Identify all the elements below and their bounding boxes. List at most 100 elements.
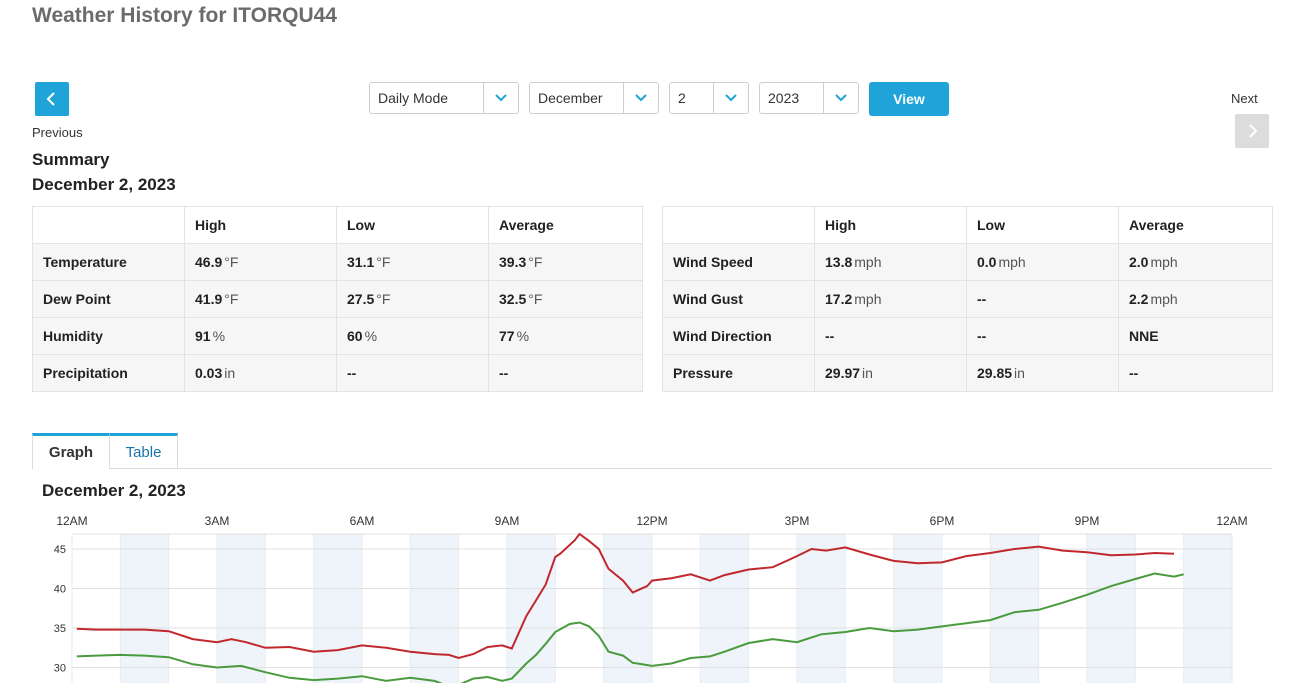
hour-band bbox=[1087, 534, 1136, 683]
cell-value: 13.8 bbox=[825, 254, 853, 270]
x-tick-label: 12PM bbox=[636, 514, 667, 528]
cell-value: 2.2 bbox=[1129, 291, 1149, 307]
chevron-down-icon bbox=[835, 94, 847, 102]
hour-band bbox=[990, 534, 1039, 683]
cell-value: 27.5 bbox=[347, 291, 375, 307]
summary-header: Low bbox=[336, 206, 489, 244]
year-select[interactable]: 2023 bbox=[759, 82, 859, 114]
hour-band bbox=[1183, 534, 1232, 683]
cell-value: -- bbox=[825, 328, 835, 344]
cell-unit: °F bbox=[376, 291, 391, 307]
cell-value: -- bbox=[499, 365, 509, 381]
tab-table[interactable]: Table bbox=[109, 433, 178, 468]
hour-band bbox=[313, 534, 362, 683]
cell-high: 17.2 mph bbox=[814, 280, 967, 318]
year-select-value: 2023 bbox=[768, 90, 800, 106]
table-row: Humidity 91% 60% 77% bbox=[32, 317, 643, 355]
cell-unit: °F bbox=[376, 254, 391, 270]
day-select-value: 2 bbox=[678, 90, 686, 106]
cell-low: 60% bbox=[336, 317, 489, 355]
summary-header bbox=[32, 206, 185, 244]
cell-low: -- bbox=[336, 354, 489, 392]
chevron-down-icon bbox=[495, 94, 507, 102]
cell-value: 17.2 bbox=[825, 291, 853, 307]
hour-band bbox=[217, 534, 266, 683]
hour-band bbox=[410, 534, 459, 683]
cell-value: -- bbox=[977, 291, 987, 307]
day-select[interactable]: 2 bbox=[669, 82, 749, 114]
cell-value: 32.5 bbox=[499, 291, 527, 307]
cell-unit: mph bbox=[854, 291, 882, 307]
month-select-value: December bbox=[538, 90, 603, 106]
row-label: Pressure bbox=[662, 354, 815, 392]
cell-high: -- bbox=[814, 317, 967, 355]
previous-button[interactable] bbox=[35, 82, 69, 116]
cell-unit: °F bbox=[528, 254, 543, 270]
chevron-left-icon bbox=[46, 92, 55, 106]
cell-value: -- bbox=[977, 328, 987, 344]
x-tick-label: 6PM bbox=[930, 514, 955, 528]
table-row: Wind Gust 17.2 mph -- 2.2 mph bbox=[662, 280, 1273, 318]
cell-value: 39.3 bbox=[499, 254, 527, 270]
hour-band bbox=[603, 534, 652, 683]
cell-low: -- bbox=[966, 280, 1119, 318]
mode-select[interactable]: Daily Mode bbox=[369, 82, 519, 114]
cell-unit: in bbox=[1014, 365, 1025, 381]
month-select[interactable]: December bbox=[529, 82, 659, 114]
x-tick-label: 3AM bbox=[205, 514, 230, 528]
cell-unit: °F bbox=[224, 254, 239, 270]
tab-graph[interactable]: Graph bbox=[32, 433, 110, 469]
row-label: Wind Gust bbox=[662, 280, 815, 318]
summary-header bbox=[662, 206, 815, 244]
previous-label[interactable]: Previous bbox=[32, 125, 83, 140]
cell-high: 13.8 mph bbox=[814, 243, 967, 281]
y-tick-label: 40 bbox=[54, 584, 66, 596]
cell-value: 29.97 bbox=[825, 365, 861, 381]
hour-band bbox=[700, 534, 749, 683]
cell-avg: 2.0 mph bbox=[1118, 243, 1273, 281]
cell-unit: mph bbox=[1150, 254, 1178, 270]
cell-low: 31.1 °F bbox=[336, 243, 489, 281]
dew_point-line bbox=[76, 572, 1184, 683]
cell-unit: % bbox=[516, 328, 530, 344]
table-row: Precipitation 0.03 in -- -- bbox=[32, 354, 643, 392]
row-label: Wind Direction bbox=[662, 317, 815, 355]
cell-unit: in bbox=[224, 365, 236, 381]
cell-unit: mph bbox=[854, 254, 882, 270]
y-tick-label: 35 bbox=[54, 623, 66, 635]
cell-value: NNE bbox=[1129, 328, 1159, 344]
cell-avg: NNE bbox=[1118, 317, 1273, 355]
x-tick-label: 12AM bbox=[1216, 514, 1247, 528]
summary-date: December 2, 2023 bbox=[32, 175, 176, 194]
hour-band bbox=[893, 534, 942, 683]
row-label: Precipitation bbox=[32, 354, 185, 392]
summary-table-wind: High Low Average Wind Speed 13.8 mph 0.0 mph 2.0… bbox=[662, 206, 1273, 392]
cell-high: 41.9 °F bbox=[184, 280, 337, 318]
cell-high: 29.97 in bbox=[814, 354, 967, 392]
view-tabs: Graph Table bbox=[32, 433, 1272, 469]
chevron-down-icon bbox=[635, 94, 647, 102]
table-row: Pressure 29.97 in 29.85 in -- bbox=[662, 354, 1273, 392]
next-label[interactable]: Next bbox=[1231, 91, 1258, 106]
cell-avg: -- bbox=[488, 354, 643, 392]
cell-unit: mph bbox=[1150, 291, 1178, 307]
cell-avg: -- bbox=[1118, 354, 1273, 392]
cell-unit: in bbox=[862, 365, 873, 381]
next-button[interactable] bbox=[1235, 114, 1269, 148]
table-row: Wind Direction -- -- NNE bbox=[662, 317, 1273, 355]
x-tick-label: 3PM bbox=[785, 514, 810, 528]
view-button[interactable]: View bbox=[869, 82, 949, 116]
hour-band bbox=[120, 534, 169, 683]
y-tick-label: 45 bbox=[54, 544, 66, 556]
cell-value: 91 bbox=[195, 328, 211, 344]
cell-value: -- bbox=[347, 365, 357, 381]
cell-value: 0.03 bbox=[195, 365, 223, 381]
cell-value: 41.9 bbox=[195, 291, 223, 307]
x-tick-label: 9AM bbox=[495, 514, 520, 528]
x-tick-label: 9PM bbox=[1075, 514, 1100, 528]
x-tick-label: 12AM bbox=[56, 514, 87, 528]
cell-value: -- bbox=[1129, 365, 1139, 381]
cell-value: 2.0 bbox=[1129, 254, 1149, 270]
cell-unit: °F bbox=[528, 291, 543, 307]
